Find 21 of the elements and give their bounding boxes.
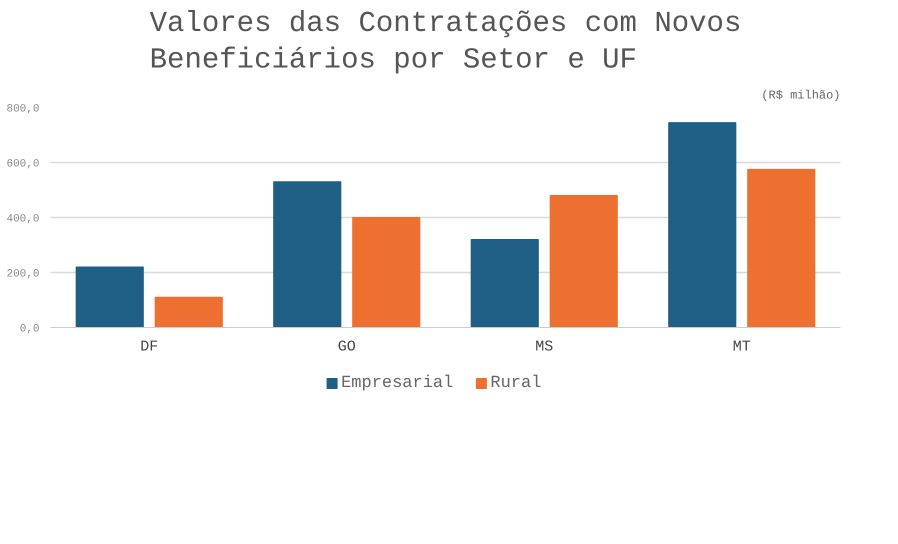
- chart-subtitle: (R$ milhão): [761, 88, 841, 102]
- y-tick-label: 800,0: [6, 104, 40, 116]
- x-tick-label: MT: [732, 338, 751, 356]
- bar: [352, 217, 420, 328]
- y-tick-label: 0,0: [20, 324, 40, 336]
- y-tick-label: 200,0: [6, 268, 40, 280]
- x-tick-label: DF: [140, 338, 158, 356]
- legend-label: Empresarial: [341, 374, 454, 393]
- bar: [550, 195, 618, 328]
- bar: [273, 181, 342, 328]
- chart-title: Valores das Contratações com Novos Beneficiários por Setor e UF: [150, 7, 742, 76]
- bar: [470, 239, 539, 328]
- bar: [747, 168, 816, 328]
- bar: [76, 266, 144, 328]
- y-tick-label: 600,0: [6, 158, 40, 170]
- y-tick-label: 400,0: [6, 214, 40, 226]
- x-tick-label: MS: [535, 338, 554, 356]
- x-tick-label: GO: [338, 338, 356, 356]
- bar: [154, 296, 223, 328]
- bar: [668, 122, 736, 328]
- legend-label: Rural: [490, 374, 542, 393]
